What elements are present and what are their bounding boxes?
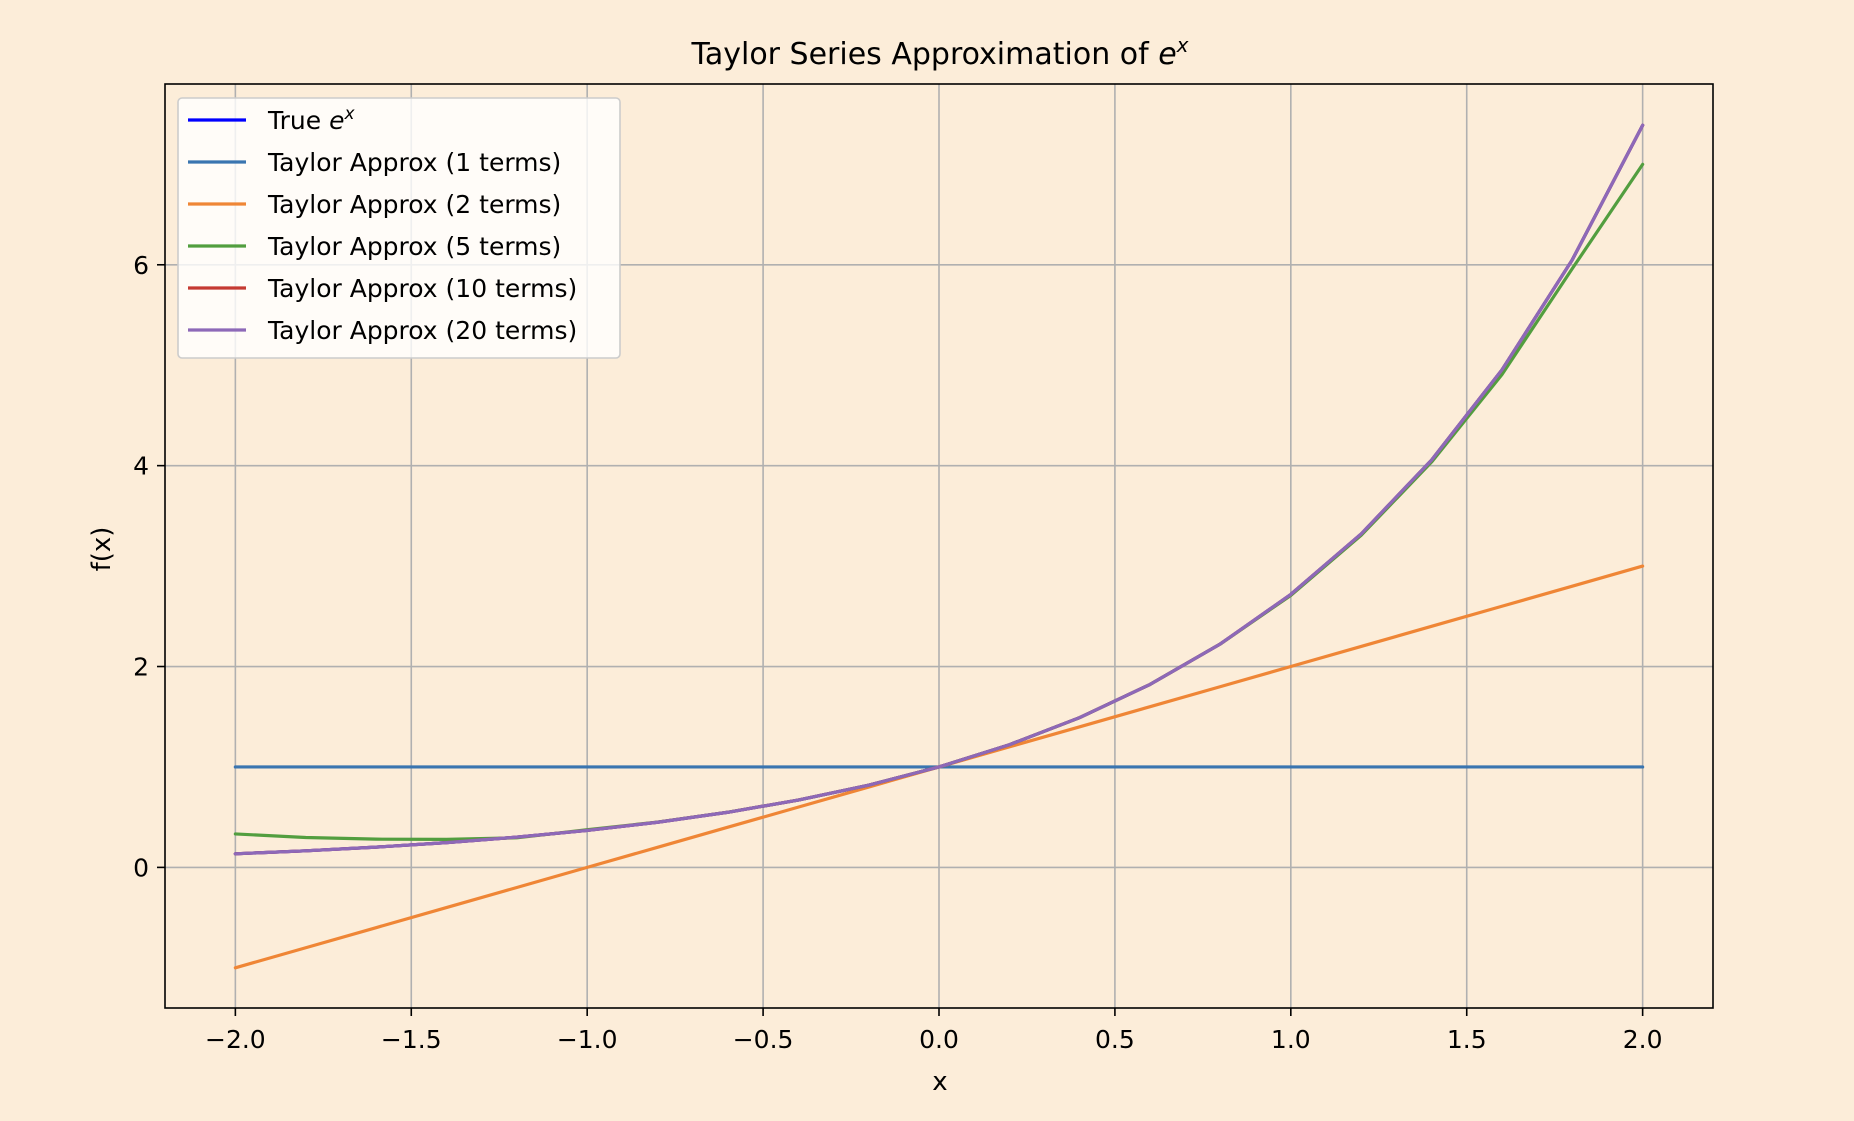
series-line-6 <box>233 123 1645 856</box>
legend: True ex Taylor Approx (1 terms) Taylor App… <box>177 97 621 359</box>
x-tick-label: −1.0 <box>557 1025 618 1054</box>
x-tick-label: 1.5 <box>1447 1025 1487 1054</box>
y-tick-label: 6 <box>133 251 149 280</box>
y-tick-label: 2 <box>133 653 149 682</box>
axis-ticks: −2.0 −1.5 −1.0 −0.5 0.0 0.5 1.0 1.5 2.0 0 2 4 6 <box>133 251 1662 1054</box>
y-axis-label: f(x) <box>87 527 117 572</box>
chart-title-text: Taylor Series Approximation of <box>690 37 1158 72</box>
plot-area <box>233 123 1645 970</box>
legend-label-2: Taylor Approx (1 terms) <box>267 148 561 177</box>
x-tick-label: 0.0 <box>919 1025 959 1054</box>
chart-title-math: e <box>1158 37 1176 72</box>
legend-box <box>177 97 621 359</box>
x-tick-label: −2.0 <box>205 1025 266 1054</box>
legend-label-1: True ex <box>267 104 355 135</box>
x-tick-label: 0.5 <box>1095 1025 1135 1054</box>
x-axis-label: x <box>932 1067 947 1097</box>
x-tick-label: −0.5 <box>733 1025 794 1054</box>
legend-label-3: Taylor Approx (2 terms) <box>267 190 561 219</box>
legend-label-4: Taylor Approx (5 terms) <box>267 232 561 261</box>
x-tick-label: 2.0 <box>1623 1025 1663 1054</box>
chart-title: Taylor Series Approximation of ex <box>690 33 1188 72</box>
legend-label-6: Taylor Approx (20 terms) <box>267 316 577 345</box>
x-tick-label: 1.0 <box>1271 1025 1311 1054</box>
legend-label-5: Taylor Approx (10 terms) <box>267 274 577 303</box>
y-tick-label: 0 <box>133 853 149 882</box>
y-tick-label: 4 <box>133 452 149 481</box>
chart-title-math-sup: x <box>1176 33 1189 57</box>
x-tick-label: −1.5 <box>381 1025 442 1054</box>
